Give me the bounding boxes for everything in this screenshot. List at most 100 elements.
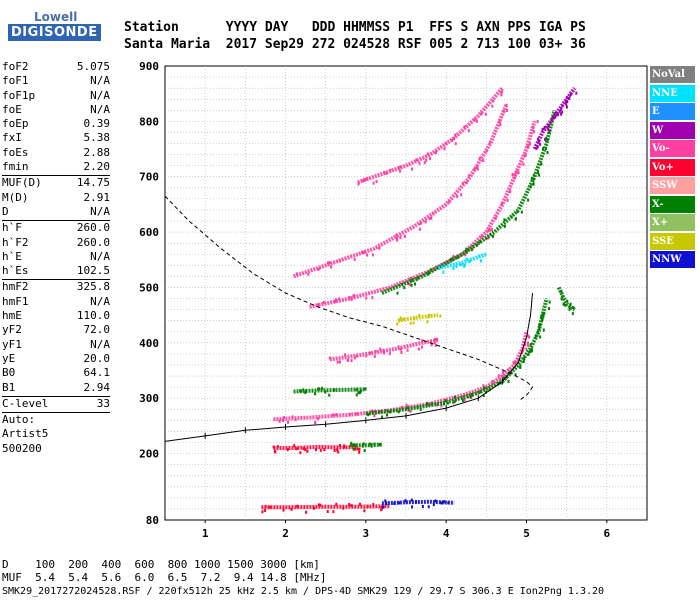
trace-point xyxy=(500,202,503,206)
trace-point xyxy=(520,210,523,214)
y-tick-label: 80 xyxy=(146,514,159,527)
trace-point xyxy=(415,158,418,162)
trace-point xyxy=(350,441,353,445)
trace-point xyxy=(361,444,364,448)
trace-point xyxy=(378,442,381,446)
trace-point xyxy=(498,120,501,124)
trace-point xyxy=(356,447,359,451)
trace-point xyxy=(455,265,458,269)
trace-point xyxy=(414,282,417,286)
trace-point xyxy=(447,501,450,505)
legend-item-sse[interactable]: SSE xyxy=(650,232,695,250)
trace-point xyxy=(434,337,437,341)
trace-point xyxy=(568,307,571,311)
trace-point xyxy=(352,447,355,451)
trace-point xyxy=(385,171,388,175)
trace-point xyxy=(427,272,430,276)
trace-point xyxy=(405,500,408,504)
param-row: foF2 5.075 xyxy=(2,60,110,74)
trace-point xyxy=(459,263,462,267)
legend-item-w[interactable]: W xyxy=(650,121,695,139)
trace-point xyxy=(461,396,464,400)
param-label: C-level xyxy=(2,396,49,410)
trace-point xyxy=(361,250,364,254)
trace-point xyxy=(452,401,455,405)
trace-point xyxy=(397,410,400,414)
legend-item-vo-[interactable]: Vo+ xyxy=(650,158,695,176)
trace-point xyxy=(529,343,532,347)
trace-point xyxy=(482,394,485,398)
param-value: 72.0 xyxy=(83,323,111,337)
trace-point xyxy=(380,505,383,509)
trace-point xyxy=(299,451,302,455)
legend-item-vo-[interactable]: Vo- xyxy=(650,140,695,157)
trace-point xyxy=(499,123,502,127)
trace-point xyxy=(530,349,533,353)
param-value: N/A xyxy=(90,74,110,88)
trace-point xyxy=(375,179,378,183)
trace-point xyxy=(507,379,510,383)
trace-point xyxy=(261,510,264,514)
trace-point xyxy=(291,415,294,419)
trace-point xyxy=(328,356,331,360)
trace-point xyxy=(409,409,412,413)
trace-point xyxy=(491,104,494,108)
legend-item-ssw[interactable]: SSW xyxy=(650,177,695,194)
trace-point xyxy=(504,375,507,379)
param-row: yF1 N/A xyxy=(2,338,110,352)
trace-point xyxy=(363,449,366,453)
trace-point xyxy=(479,240,482,244)
trace-point xyxy=(432,212,435,216)
legend-item-nne[interactable]: NNE xyxy=(650,84,695,102)
legend-item-nnw[interactable]: NNW xyxy=(650,251,695,268)
trace-point xyxy=(343,353,346,357)
trace-point xyxy=(418,161,421,165)
param-value: 2.88 xyxy=(83,145,111,159)
param-row: C-level 33 xyxy=(2,397,110,411)
param-row: D N/A xyxy=(2,205,110,219)
trace-point xyxy=(411,505,414,509)
trace-point xyxy=(293,444,296,448)
trace-point xyxy=(561,110,564,114)
trace-point xyxy=(333,388,336,392)
trace-point xyxy=(522,359,525,363)
trace-point xyxy=(294,418,297,422)
trace-point xyxy=(402,317,405,321)
trace-point xyxy=(539,335,542,339)
x-tick-label: 1 xyxy=(202,527,209,540)
trace-point xyxy=(544,146,547,150)
trace-point xyxy=(429,157,432,161)
x-tick-label: 5 xyxy=(523,527,530,540)
trace-point xyxy=(374,349,377,353)
param-value: 325.8 xyxy=(76,280,110,294)
trace-point xyxy=(397,345,400,349)
trace-point xyxy=(356,354,359,358)
trace-point xyxy=(276,445,279,449)
trace-point xyxy=(501,90,504,94)
trace-point xyxy=(290,507,293,511)
trace-point xyxy=(274,450,277,454)
trace-point xyxy=(497,381,500,385)
trace-point xyxy=(502,377,505,381)
trace-point xyxy=(439,314,442,318)
trace-point xyxy=(396,238,399,242)
legend-item-x-[interactable]: X- xyxy=(650,195,695,213)
legend-item-e[interactable]: E xyxy=(650,103,695,120)
param-value: N/A xyxy=(90,88,110,102)
param-row: Auto: xyxy=(2,413,110,427)
trace-line xyxy=(309,120,537,309)
trace-line xyxy=(357,86,504,185)
trace-point xyxy=(400,405,403,409)
legend-item-noval[interactable]: NoVal xyxy=(650,66,695,83)
param-row: B1 2.94 xyxy=(2,381,110,395)
trace-point xyxy=(357,182,360,186)
param-value: 20.0 xyxy=(83,351,111,365)
trace-point xyxy=(488,388,491,392)
legend-item-x-[interactable]: X+ xyxy=(650,214,695,231)
trace-point xyxy=(562,302,565,306)
trace-point xyxy=(353,257,356,261)
trace-point xyxy=(338,360,341,364)
y-tick-label: 500 xyxy=(139,281,159,294)
trace-point xyxy=(338,444,341,448)
trace-point xyxy=(537,170,540,174)
